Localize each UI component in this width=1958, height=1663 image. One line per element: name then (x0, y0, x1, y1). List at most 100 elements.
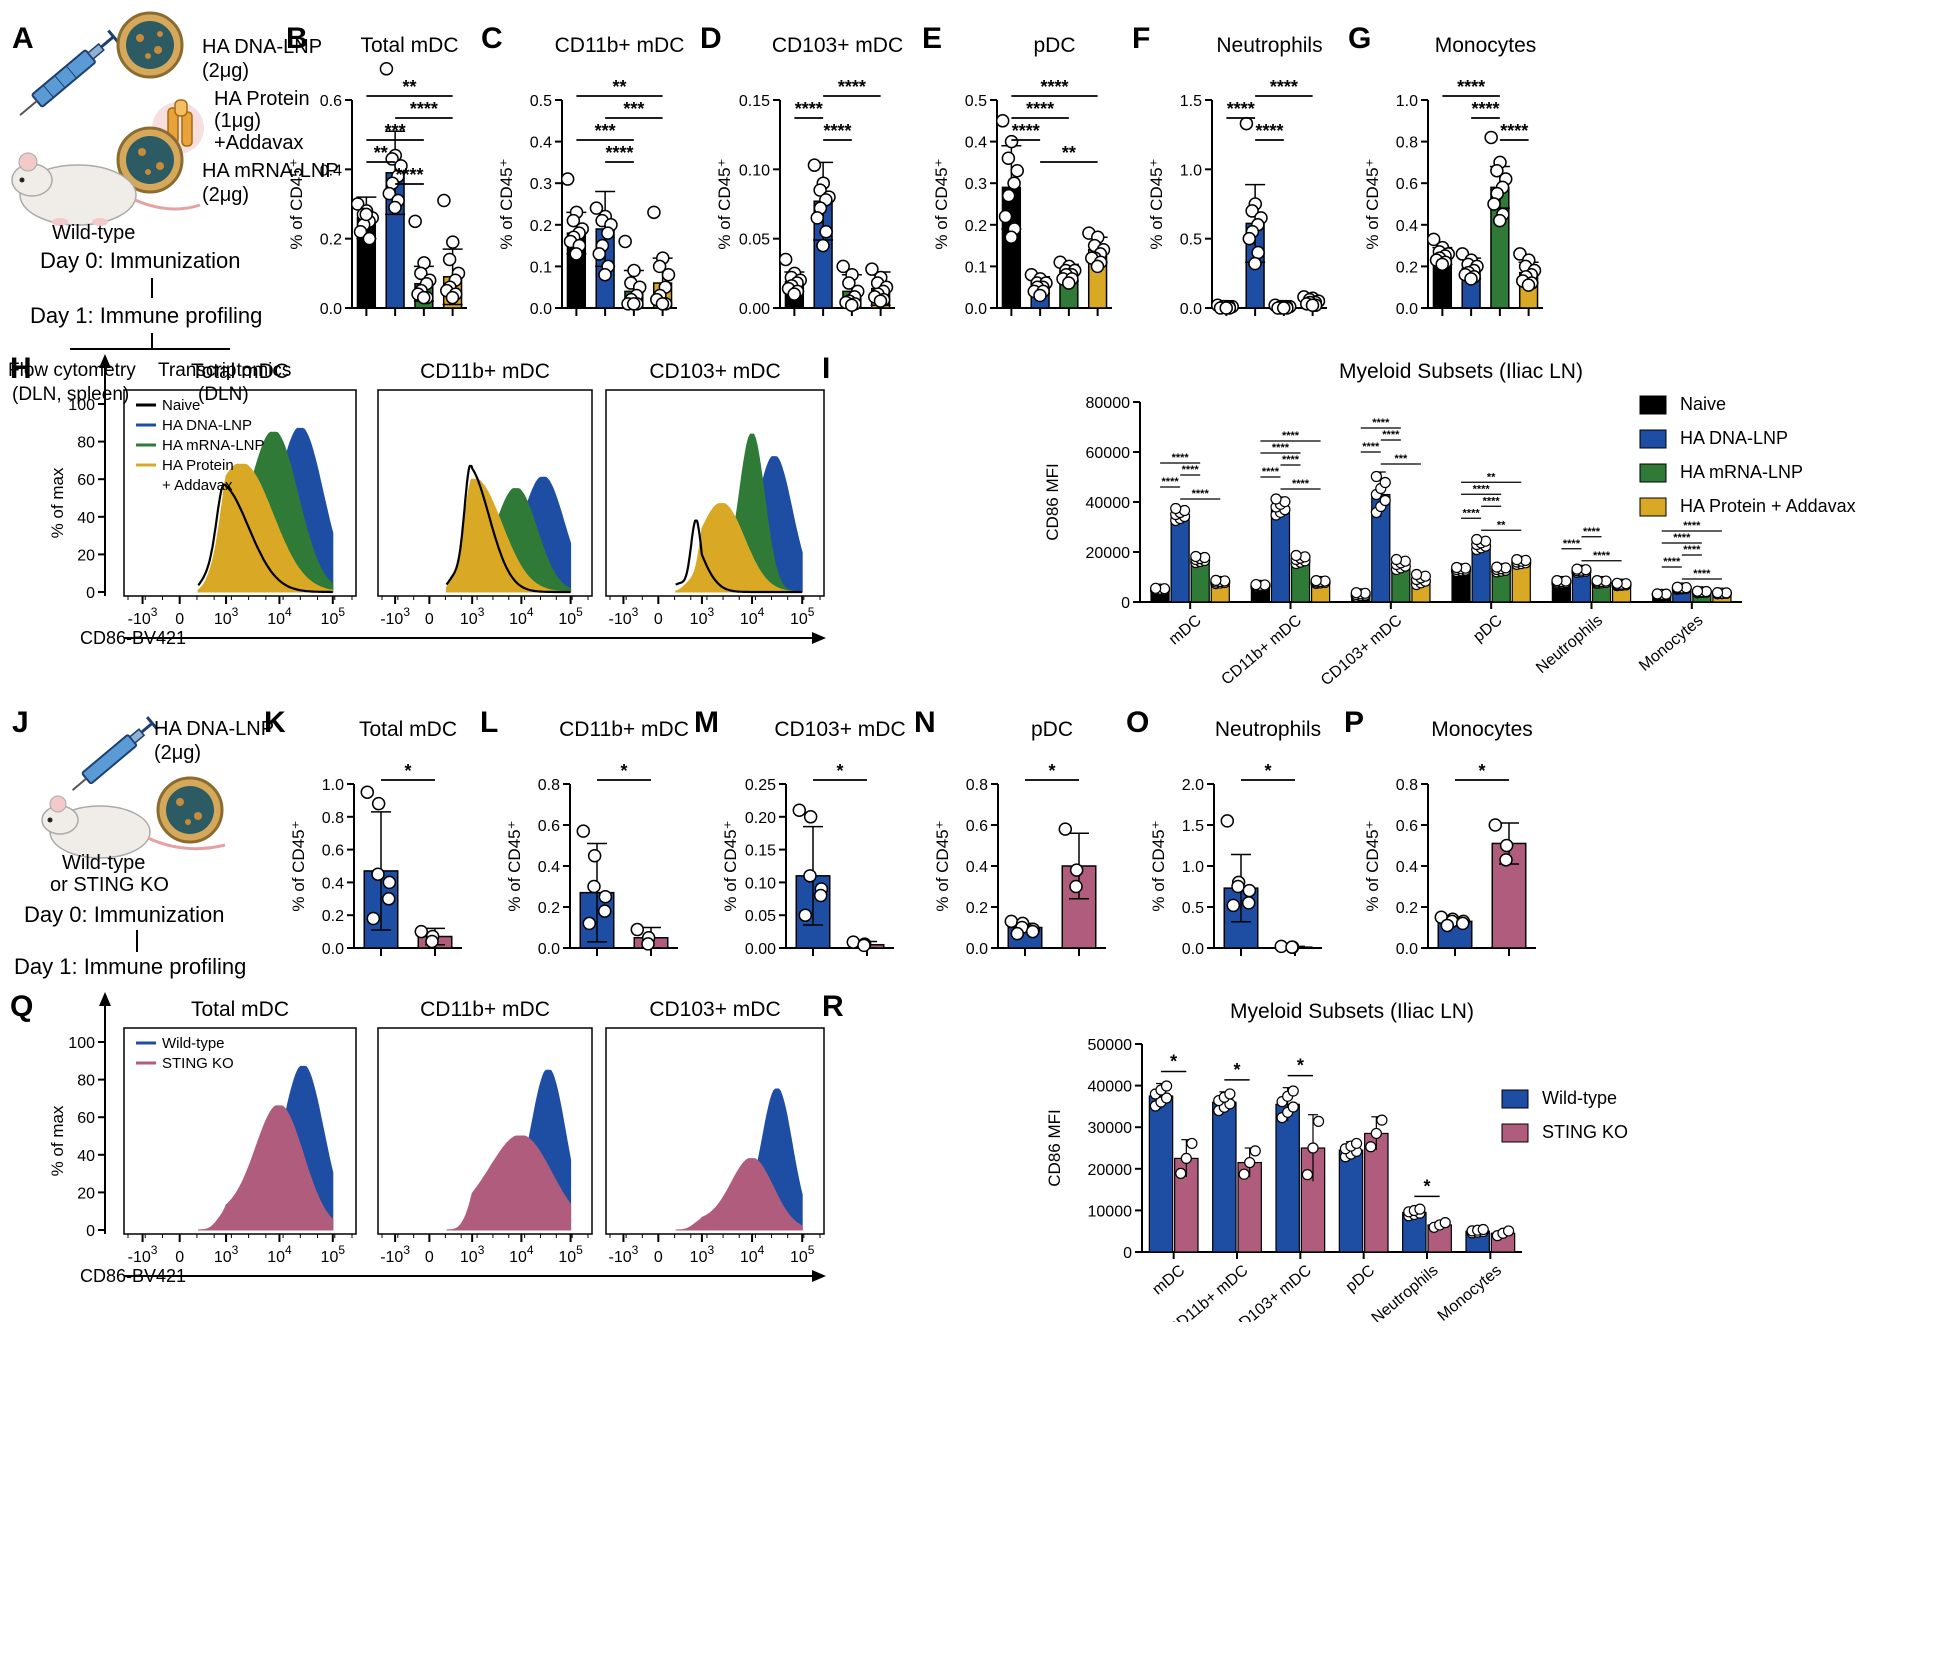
legend-swatch (1639, 463, 1667, 483)
data-point (1150, 582, 1162, 594)
significance-label: **** (1172, 452, 1190, 464)
x-tick-label: -103 (128, 1243, 158, 1266)
data-point (1224, 1088, 1236, 1100)
bar-dna (1270, 506, 1291, 603)
x-tick-label: 103 (690, 605, 715, 628)
data-point (1451, 561, 1463, 574)
data-point (1305, 298, 1320, 312)
y-tick-label: 0.0 (966, 941, 988, 958)
x-tick-label: -103 (380, 1243, 410, 1266)
data-point (442, 252, 457, 267)
data-point (560, 172, 575, 186)
data-point (1551, 575, 1563, 587)
x-tick-label: 104 (740, 1243, 765, 1266)
x-tick-exponent: 3 (478, 605, 485, 619)
x-axis-label: CD86-BV421 (80, 628, 186, 648)
chart-title: Total mDC (360, 34, 458, 57)
legend-label: STING KO (162, 1055, 234, 1072)
chart-b-total-mdc: Total mDC% of CD45⁺0.00.20.40.6*********… (287, 34, 467, 318)
x-tick-exponent: 5 (576, 1243, 583, 1257)
y-tick-label: 0.0 (530, 301, 552, 318)
data-point (1001, 188, 1016, 203)
y-tick-label: 0.4 (1396, 859, 1418, 876)
data-point (1499, 853, 1513, 867)
y-tick-label: 0.6 (966, 818, 988, 835)
data-point (1249, 1145, 1261, 1157)
data-point (627, 263, 641, 278)
lnp-dna-icon (116, 11, 184, 79)
histogram-protein (675, 503, 803, 593)
data-point (626, 297, 641, 311)
y-tick-label: 0.0 (965, 301, 987, 318)
significance-label: ** (374, 143, 388, 163)
x-tick-label: pDC (1470, 612, 1505, 646)
data-point (1245, 204, 1259, 218)
data-point (1270, 493, 1282, 505)
y-tick-label: 10000 (1088, 1203, 1133, 1220)
histogram-frame (123, 1027, 357, 1235)
legend-label: Wild-type (162, 1035, 225, 1052)
y-tick-label: 0.6 (320, 93, 342, 110)
data-point (445, 290, 460, 305)
mouse-icon (11, 152, 201, 226)
y-tick-label: 100 (68, 1035, 95, 1052)
significance-label: **** (1673, 532, 1691, 544)
data-point (1376, 1114, 1388, 1126)
x-tick-exponent: 3 (232, 605, 239, 619)
significance-label: **** (795, 99, 823, 119)
y-tick-label: 40 (77, 510, 95, 527)
data-point (1488, 818, 1503, 832)
chart-title: Monocytes (1435, 34, 1537, 57)
data-point (1471, 533, 1483, 546)
y-axis-arrow (99, 992, 111, 1006)
x-tick-label: mDC (1166, 612, 1205, 648)
chart-title: Myeloid Subsets (Iliac LN) (1230, 1000, 1474, 1023)
legend-swatch (1639, 497, 1667, 517)
x-tick-label: Monocytes (1435, 1262, 1505, 1322)
y-tick-label: 100 (68, 397, 95, 414)
data-point (647, 205, 661, 220)
chart-title: Monocytes (1431, 718, 1533, 741)
chart-title: CD11b+ mDC (559, 718, 688, 741)
data-point (1490, 163, 1504, 178)
y-axis-label: % of CD45⁺ (497, 158, 516, 249)
y-tick-label: 0.20 (745, 810, 776, 827)
schematic-a-readout1-line2: (DLN, spleen) (12, 384, 130, 405)
y-axis-label: % of CD45⁺ (721, 820, 740, 911)
data-point (1521, 278, 1536, 292)
data-point (1350, 587, 1362, 599)
significance-label: *** (595, 121, 616, 141)
legend-label: HA DNA-LNP (1680, 428, 1788, 448)
data-point (1231, 879, 1245, 894)
significance-label: * (1297, 1056, 1304, 1076)
bar-wt (1275, 1103, 1300, 1253)
x-tick-label: 104 (509, 605, 534, 628)
data-point (371, 796, 386, 811)
data-point (446, 235, 460, 249)
data-point (1571, 563, 1583, 575)
data-point (1290, 549, 1302, 562)
data-point (1248, 256, 1262, 271)
schematic-j-dna-dose: (2μg) (154, 742, 202, 764)
data-point (1410, 568, 1423, 581)
histogram-ko (446, 1135, 572, 1231)
y-tick-label: 0.5 (1182, 900, 1204, 917)
chart-k-total-mdc: Total mDC % of CD45⁺ 0.0 0.2 0.4 0.6 0.8 1.0 * (289, 718, 462, 958)
x-tick-label: CD103+ mDC (1318, 612, 1406, 689)
data-point (1010, 163, 1024, 178)
data-point (587, 849, 602, 863)
legend-label: Naive (1680, 394, 1726, 414)
data-point (1350, 1137, 1363, 1150)
data-point (1241, 896, 1256, 910)
significance-label: ** (1487, 471, 1496, 483)
schematic-a-mouse-label: Wild-type (52, 222, 136, 244)
x-tick-label: 105 (321, 1243, 346, 1266)
x-tick-label: 0 (654, 1249, 663, 1266)
schematic-a-branch (70, 348, 230, 350)
x-tick-label: 103 (460, 605, 485, 628)
data-point (1370, 1127, 1382, 1140)
significance-label: **** (1026, 99, 1054, 119)
schematic-a-dna-label: HA DNA-LNP (202, 36, 323, 58)
x-tick-exponent: 3 (707, 1243, 714, 1257)
panel-letter-h: H (10, 352, 32, 385)
